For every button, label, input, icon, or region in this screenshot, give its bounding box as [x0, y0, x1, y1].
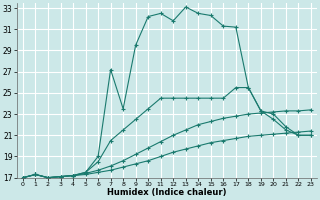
- X-axis label: Humidex (Indice chaleur): Humidex (Indice chaleur): [107, 188, 227, 197]
